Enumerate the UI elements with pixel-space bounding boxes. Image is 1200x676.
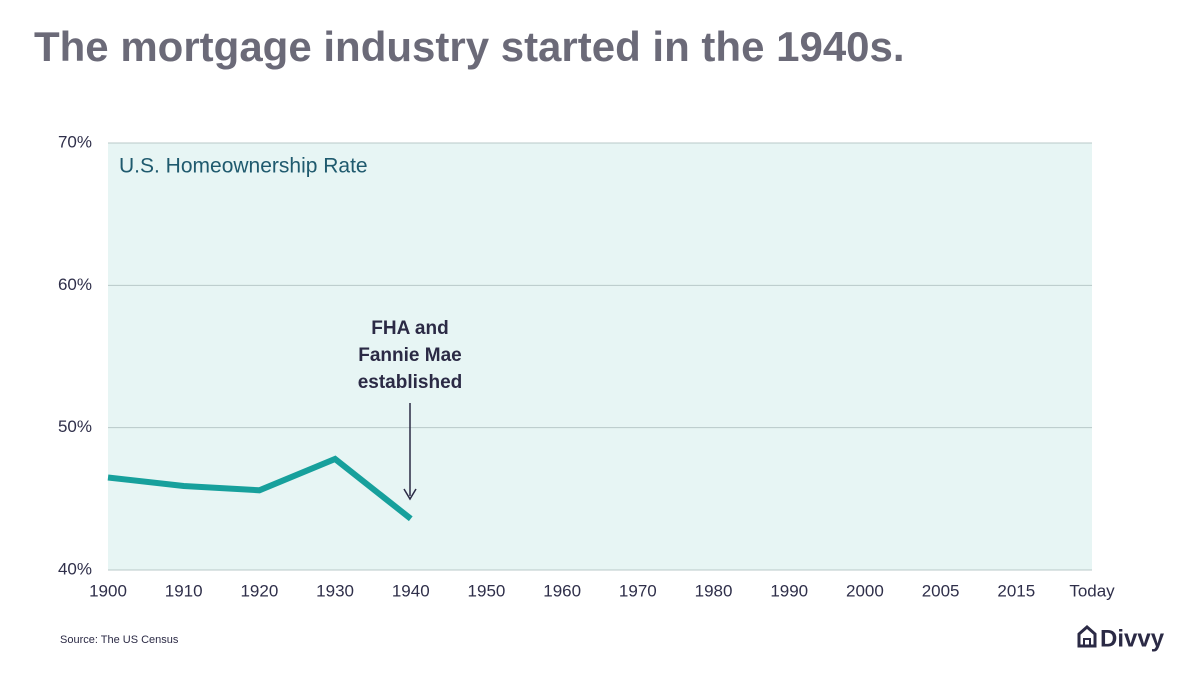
- x-tick-label: 1960: [543, 581, 581, 600]
- chart-title: The mortgage industry started in the 194…: [34, 23, 905, 70]
- plot-background: [108, 143, 1092, 570]
- y-tick-label: 60%: [58, 275, 92, 294]
- x-tick-label: 2015: [997, 581, 1035, 600]
- line-series: [107, 455, 413, 522]
- y-tick-label: 40%: [58, 559, 92, 578]
- x-tick-label: 1980: [695, 581, 733, 600]
- chart-subtitle: U.S. Homeownership Rate: [119, 155, 368, 178]
- y-tick-label: 50%: [58, 417, 92, 436]
- x-tick-label: 2005: [922, 581, 960, 600]
- x-tick-label: 1910: [165, 581, 203, 600]
- x-tick-label: 1950: [468, 581, 506, 600]
- annotation: established: [358, 372, 463, 393]
- x-tick-label: 1920: [240, 581, 278, 600]
- x-tick-label: 1900: [89, 581, 127, 600]
- x-tick-label: 1990: [770, 581, 808, 600]
- annotation: FHA and: [371, 318, 448, 339]
- annotation-arrowhead: [403, 488, 417, 501]
- annotation: Fannie Mae: [358, 345, 461, 366]
- x-tick-label: Today: [1069, 581, 1115, 600]
- x-tick-label: 2000: [846, 581, 884, 600]
- logo-icon: [1077, 625, 1097, 648]
- y-tick-label: 70%: [58, 132, 92, 151]
- source: Source: The US Census: [60, 634, 179, 646]
- x-tick-label: 1970: [619, 581, 657, 600]
- x-tick-label: 1940: [392, 581, 430, 600]
- logo: Divvy: [1100, 625, 1165, 652]
- x-tick-label: 1930: [316, 581, 354, 600]
